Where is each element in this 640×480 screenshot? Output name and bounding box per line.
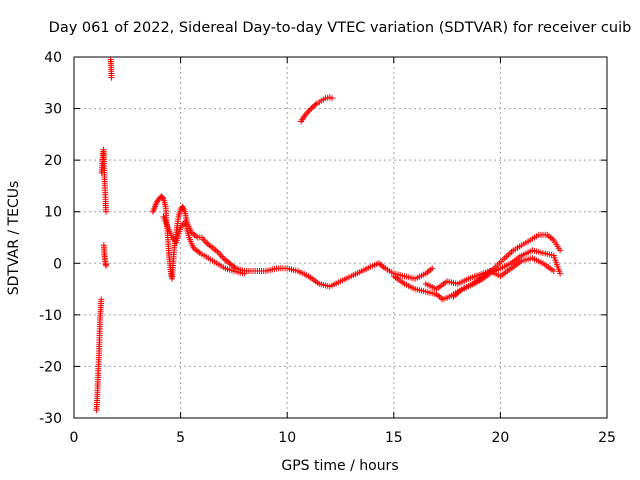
y-tick-label: 30 — [44, 102, 62, 118]
y-tick-label: 0 — [53, 256, 62, 272]
data-point — [557, 247, 564, 254]
y-axis-label: SDTVAR / TECUs — [6, 181, 22, 296]
y-tick-label: -30 — [39, 411, 62, 427]
x-tick-label: 10 — [278, 430, 296, 446]
data-point — [312, 101, 319, 108]
chart-title: Day 061 of 2022, Sidereal Day-to-day VTE… — [49, 20, 632, 36]
data-point — [308, 105, 315, 112]
y-tick-label: 10 — [44, 205, 62, 221]
x-tick-label: 5 — [176, 430, 185, 446]
x-tick-label: 0 — [70, 430, 79, 446]
y-tick-label: -20 — [39, 359, 62, 375]
data-point — [103, 208, 109, 215]
y-tick-label: 20 — [44, 153, 62, 169]
data-markers — [93, 56, 564, 414]
data-point — [429, 265, 436, 272]
data-point — [98, 296, 105, 303]
y-tick-label: -10 — [39, 308, 62, 324]
plot-frame — [73, 56, 608, 419]
x-tick-label: 25 — [598, 430, 616, 446]
data-point — [557, 270, 564, 277]
data-point — [108, 74, 115, 81]
x-tick-label: 15 — [385, 430, 403, 446]
data-point — [241, 270, 248, 277]
grid — [74, 57, 607, 418]
x-tick-label: 20 — [491, 430, 509, 446]
y-tick-label: 40 — [44, 50, 62, 66]
tick-labels: 0 5 10 15 20 25 -30 -20 -10 0 10 20 30 40 — [39, 50, 616, 446]
x-axis-label: GPS time / hours — [281, 458, 398, 474]
data-point — [159, 194, 166, 201]
data-point — [550, 268, 557, 274]
data-point — [329, 95, 335, 102]
data-point — [305, 108, 312, 115]
data-point — [103, 262, 109, 269]
